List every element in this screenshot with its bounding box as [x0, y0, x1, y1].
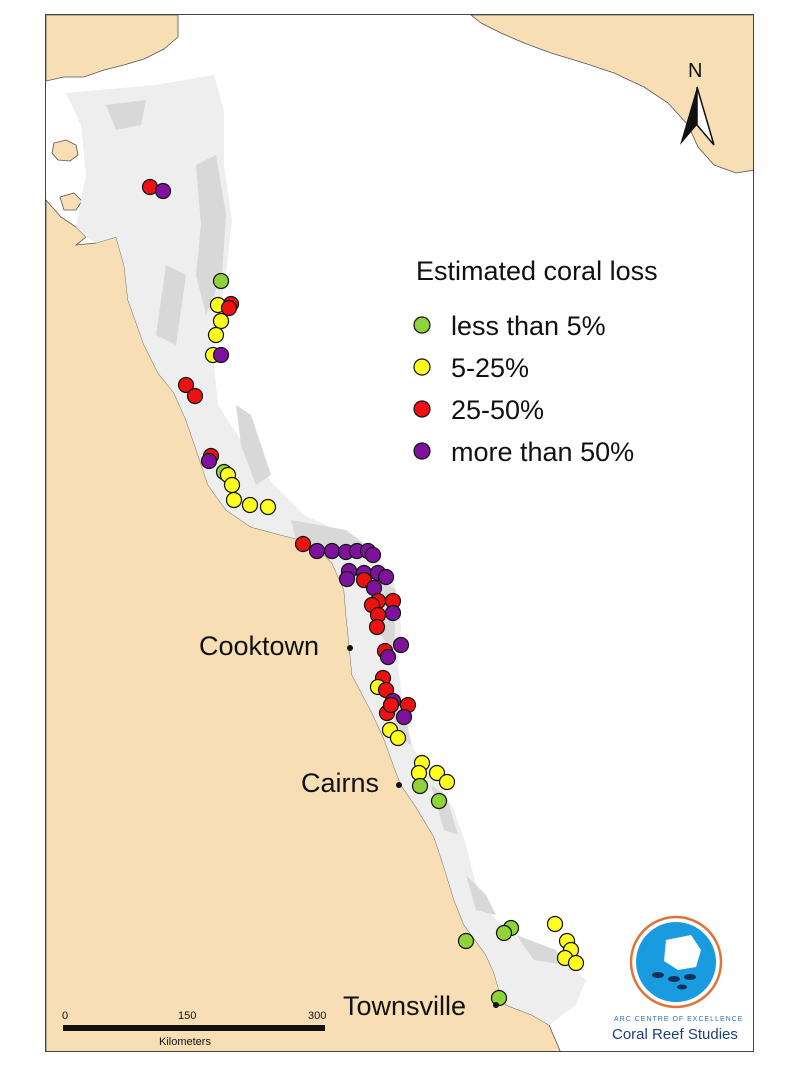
fish-icon [684, 974, 696, 980]
town-cairns: Cairns [301, 768, 402, 798]
town-label: Cooktown [199, 631, 319, 661]
town-marker [493, 1002, 499, 1008]
survey-point-25-50 [177, 376, 195, 394]
legend-swatch-25-50 [413, 400, 431, 418]
survey-point-more-than-50 [377, 568, 395, 586]
town-townsville: Townsville [343, 991, 499, 1021]
logo-line1: ARC CENTRE OF EXCELLENCE [614, 1016, 743, 1023]
scale-bar: 0 150 300 Kilometers [62, 1010, 326, 1048]
survey-point-5-25 [241, 496, 259, 514]
survey-point-more-than-50 [338, 570, 356, 588]
small-island [59, 192, 83, 211]
legend: Estimated coral loss less than 5% 5-25% … [413, 256, 658, 467]
legend-item: 25-50% [413, 395, 544, 425]
legend-title: Estimated coral loss [416, 256, 658, 286]
legend-item: less than 5% [413, 311, 606, 341]
survey-point-more-than-50 [395, 708, 413, 726]
australia-icon [664, 935, 701, 970]
survey-point-less-than-5 [212, 272, 230, 290]
survey-point-5-25 [223, 476, 241, 494]
scale-bar-line [63, 1025, 325, 1031]
legend-swatch-5-25 [413, 358, 431, 376]
reef-patch [156, 265, 186, 345]
survey-point-5-25 [207, 326, 225, 344]
scale-tick-label: 300 [308, 1010, 326, 1022]
town-label: Cairns [301, 768, 379, 798]
survey-point-5-25 [438, 773, 456, 791]
legend-item: 5-25% [413, 353, 529, 383]
survey-point-less-than-5 [495, 924, 513, 942]
north-arrow-icon [696, 86, 715, 146]
town-marker [396, 782, 402, 788]
survey-point-5-25 [567, 954, 585, 972]
survey-points [141, 178, 585, 1007]
fish-icon [652, 972, 664, 978]
survey-point-less-than-5 [457, 932, 475, 950]
legend-item: more than 50% [413, 437, 634, 467]
survey-point-5-25 [225, 491, 243, 509]
legend-swatch-less-than-5 [413, 316, 431, 334]
legend-label: less than 5% [451, 311, 606, 341]
town-label: Townsville [343, 991, 466, 1021]
legend-label: more than 50% [451, 437, 634, 467]
legend-label: 5-25% [451, 353, 529, 383]
survey-point-5-25 [546, 915, 564, 933]
survey-point-25-50 [294, 535, 312, 553]
north-arrow-icon [680, 87, 697, 145]
survey-point-25-50 [382, 696, 400, 714]
reef-patch [516, 935, 566, 965]
small-island [51, 139, 79, 162]
top-left-land [46, 15, 179, 82]
town-marker [347, 645, 353, 651]
survey-point-more-than-50 [154, 182, 172, 200]
scale-tick-label: 150 [178, 1010, 196, 1022]
reef-patch [466, 875, 496, 915]
scale-tick-label: 0 [62, 1010, 68, 1022]
reef-patch [106, 100, 146, 130]
survey-point-25-50 [220, 299, 238, 317]
survey-point-25-50 [368, 618, 386, 636]
legend-swatch-more-than-50 [413, 442, 431, 460]
png-land [470, 15, 753, 174]
legend-label: 25-50% [451, 395, 544, 425]
survey-point-more-than-50 [212, 346, 230, 364]
survey-point-5-25 [428, 764, 446, 782]
town-cooktown: Cooktown [199, 631, 353, 661]
survey-point-more-than-50 [364, 546, 382, 564]
fish-icon [668, 976, 680, 982]
survey-point-5-25 [389, 729, 407, 747]
survey-point-more-than-50 [200, 452, 218, 470]
survey-point-more-than-50 [384, 604, 402, 622]
north-label: N [688, 60, 702, 82]
survey-point-5-25 [259, 498, 277, 516]
coral-reef-studies-logo: ARC CENTRE OF EXCELLENCE Coral Reef Stud… [612, 915, 743, 1043]
survey-point-5-25 [212, 312, 230, 330]
survey-point-less-than-5 [490, 989, 508, 1007]
north-arrow: N [680, 60, 715, 146]
fish-icon [677, 984, 687, 990]
reef-patch [236, 405, 271, 485]
survey-point-more-than-50 [308, 542, 326, 560]
survey-point-less-than-5 [411, 777, 429, 795]
survey-point-more-than-50 [392, 636, 410, 654]
survey-point-more-than-50 [323, 542, 341, 560]
survey-point-less-than-5 [430, 792, 448, 810]
coral-loss-map: Cooktown Cairns Townsville Estimated cor… [46, 15, 753, 1051]
scale-unit-label: Kilometers [159, 1036, 211, 1048]
survey-point-25-50 [186, 387, 204, 405]
map-frame: Cooktown Cairns Townsville Estimated cor… [45, 14, 754, 1052]
survey-point-more-than-50 [379, 648, 397, 666]
logo-line2: Coral Reef Studies [612, 1026, 738, 1043]
